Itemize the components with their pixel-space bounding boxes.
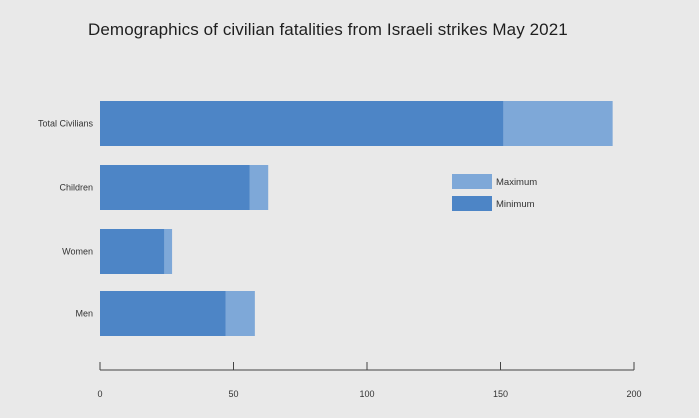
bar-minimum-men: [100, 291, 226, 336]
chart-title: Demographics of civilian fatalities from…: [88, 20, 568, 39]
bar-minimum-children: [100, 165, 250, 210]
x-tick-label-150: 150: [493, 389, 508, 399]
category-label-children: Children: [59, 183, 93, 193]
bar-minimum-women: [100, 229, 165, 274]
legend-swatch-maximum: [452, 174, 492, 189]
legend-swatch-minimum: [452, 196, 492, 211]
legend: Maximum Minimum: [452, 174, 537, 211]
category-label-total-civilians: Total Civilians: [38, 119, 94, 129]
category-label-men: Men: [75, 309, 93, 319]
x-tick-label-100: 100: [359, 389, 374, 399]
bar-minimum-total-civilians: [100, 101, 504, 146]
category-labels: Total Civilians Children Women Men: [38, 119, 94, 319]
x-axis: 0 50 100 150 200: [97, 362, 642, 399]
x-tick-label-50: 50: [228, 389, 238, 399]
bars-layer: [100, 101, 613, 336]
x-tick-label-0: 0: [97, 389, 102, 399]
legend-label-maximum: Maximum: [496, 177, 537, 188]
x-tick-label-200: 200: [626, 389, 641, 399]
category-label-women: Women: [62, 247, 93, 257]
legend-label-minimum: Minimum: [496, 199, 535, 210]
